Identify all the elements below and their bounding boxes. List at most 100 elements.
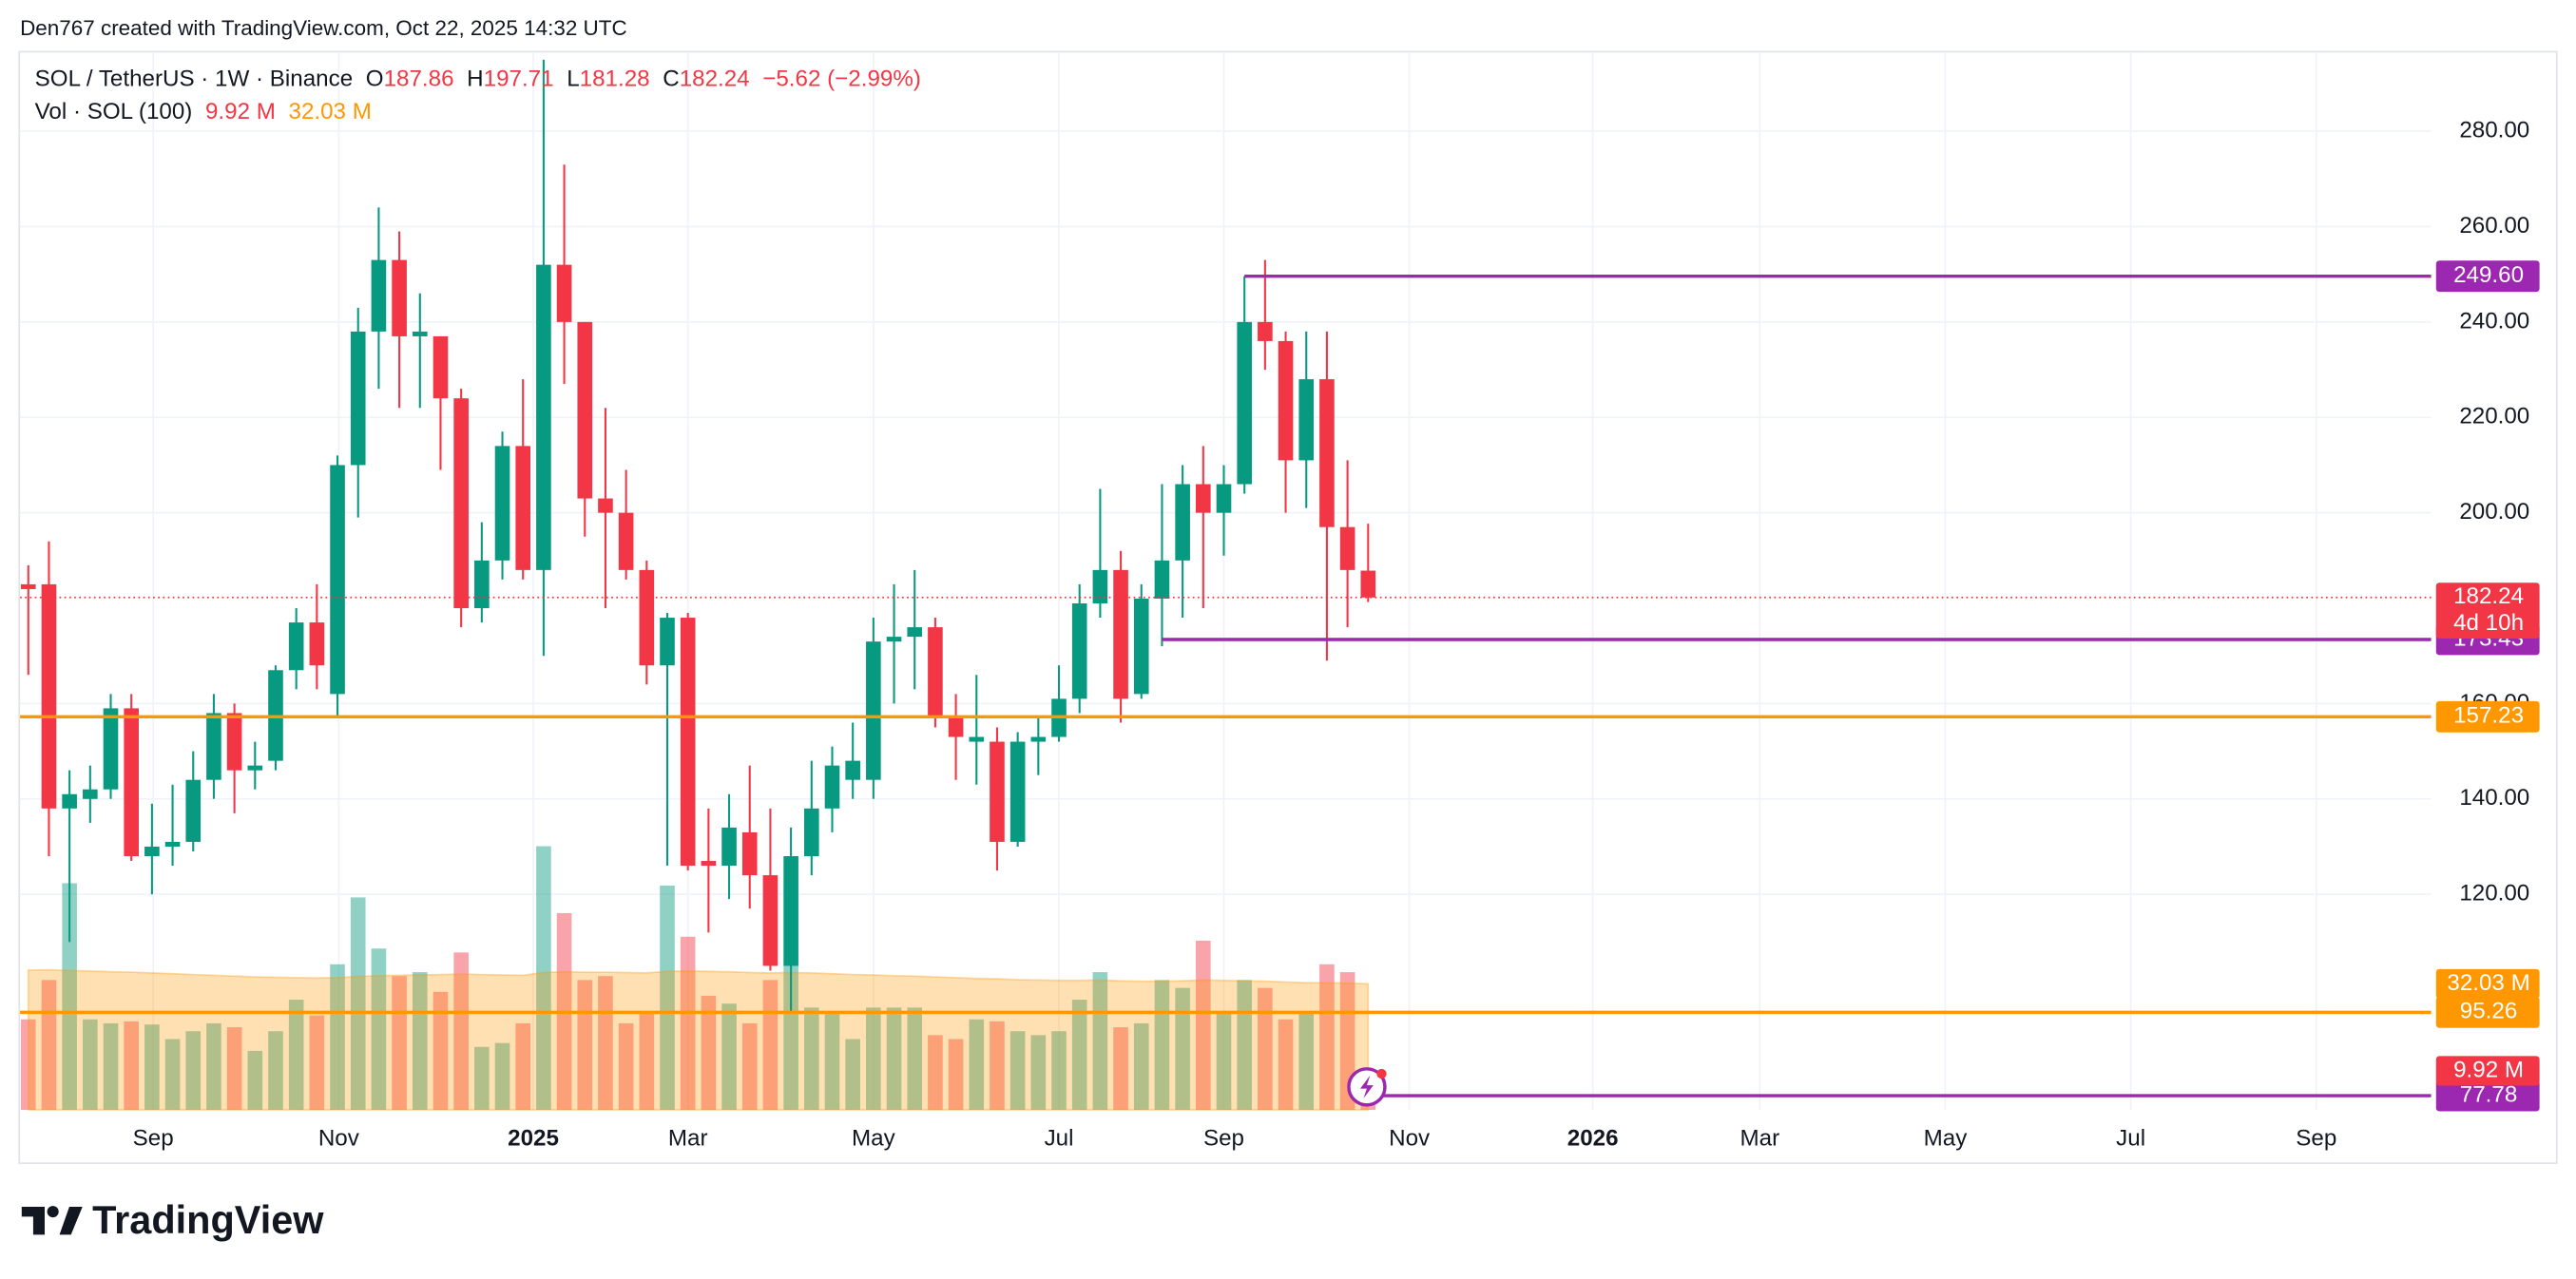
attribution: Den767 created with TradingView.com, Oct… [20, 16, 627, 40]
candle-body [1258, 321, 1273, 341]
candle-body [474, 560, 490, 609]
volume-bar [866, 1007, 881, 1111]
candle-body [1092, 569, 1108, 603]
candle-body [164, 841, 181, 847]
candle-body [392, 259, 407, 336]
volume-bar [1030, 1035, 1047, 1111]
volume-bar [1092, 972, 1108, 1111]
level-label-box [2435, 1079, 2540, 1112]
candle-body [1216, 484, 1232, 513]
candle-body [309, 622, 325, 666]
volume-bar [164, 1039, 181, 1111]
volume-bar [453, 952, 469, 1111]
candle-body [1113, 569, 1128, 699]
candle-body [247, 765, 263, 771]
brand-logo [21, 1206, 83, 1235]
candle-body [680, 618, 696, 867]
level-label: 95.26 [2460, 999, 2518, 1024]
volume-bar [1196, 940, 1211, 1111]
x-tick-label: Nov [318, 1126, 359, 1152]
x-tick-label: Jul [2116, 1126, 2145, 1152]
x-tick-label: Mar [1740, 1126, 1779, 1152]
candle-body [721, 827, 737, 867]
level-label: 249.60 [2453, 262, 2524, 288]
volume-bar [1113, 1027, 1128, 1111]
volume-bar [1051, 1031, 1067, 1111]
candle-body [226, 713, 242, 771]
volume-label-box [2435, 1056, 2540, 1086]
level-label: 157.23 [2453, 703, 2524, 729]
candle-body [824, 765, 840, 809]
candle-body [701, 861, 717, 867]
candle-body [62, 793, 77, 809]
volume-bar [824, 1011, 840, 1111]
volume-bar [618, 1022, 634, 1111]
x-tick-label: 2025 [508, 1126, 559, 1152]
x-tick-label: Sep [133, 1126, 174, 1152]
candle-body [762, 875, 779, 966]
candle-body [556, 264, 572, 322]
candle-body [907, 627, 923, 638]
volume-bar [1216, 1011, 1232, 1111]
countdown-label: 4d 10h [2453, 610, 2524, 636]
candle-body [453, 398, 469, 609]
candle-body [886, 637, 902, 642]
volume-bar [660, 885, 675, 1111]
candle-body [1175, 484, 1190, 561]
volume-bar [433, 991, 449, 1111]
candle-body [536, 264, 551, 570]
legend-key: L [567, 67, 579, 92]
candle-body [20, 583, 36, 589]
candle-body [1196, 484, 1211, 513]
x-tick-label: May [1924, 1126, 1969, 1152]
candle-body [866, 641, 881, 780]
candle-body [969, 736, 985, 742]
candle-body [1030, 736, 1047, 742]
volume-bar [288, 1000, 304, 1111]
volume-bar [948, 1039, 964, 1111]
volume-bar [83, 1019, 98, 1111]
volume-label: 9.92 M [2453, 1057, 2524, 1082]
chart-frame [18, 50, 2558, 1165]
candle-body [577, 321, 593, 499]
candle-body [845, 760, 860, 780]
volume-bar [268, 1031, 283, 1111]
candle-body [288, 622, 304, 671]
volume-bar [371, 948, 387, 1111]
candle-body [1339, 526, 1355, 570]
volume-bar [474, 1046, 490, 1111]
candle-body [1298, 379, 1315, 461]
volume-bar [639, 1011, 655, 1111]
candle-body [124, 708, 140, 857]
legend-line: SOL / TetherUS · 1W · Binance O187.86 H1… [35, 67, 921, 92]
candle-body [83, 789, 98, 799]
candle-body [103, 708, 119, 790]
symbol: SOL / TetherUS · 1W · Binance [35, 67, 354, 92]
candle-body [185, 779, 202, 842]
legend-value: 197.71 [484, 67, 554, 92]
candle-body [1071, 603, 1087, 699]
volume-bar [701, 995, 717, 1111]
candle-body [1133, 598, 1149, 695]
volume-value: 9.92 M [205, 100, 276, 125]
brand-name: TradingView [92, 1197, 324, 1242]
volume-bar [392, 976, 407, 1111]
volume-bar [845, 1039, 860, 1111]
volume-bar [309, 1015, 325, 1111]
volume-bar [536, 846, 551, 1111]
volume-bar [783, 964, 798, 1111]
candle-body [206, 713, 221, 780]
last-price-box [2435, 582, 2540, 639]
volume-bar [1009, 1031, 1026, 1111]
candle-body [494, 446, 510, 561]
x-tick-label: May [852, 1126, 896, 1152]
candle-body [803, 808, 819, 857]
legend-key: O [366, 67, 384, 92]
legend-value: 181.28 [580, 67, 650, 92]
candle-body [330, 465, 345, 695]
candle-body [928, 627, 943, 718]
volume-ma-area [27, 968, 1370, 1111]
volume-bar [103, 1022, 119, 1111]
volume-bar [124, 1021, 140, 1111]
